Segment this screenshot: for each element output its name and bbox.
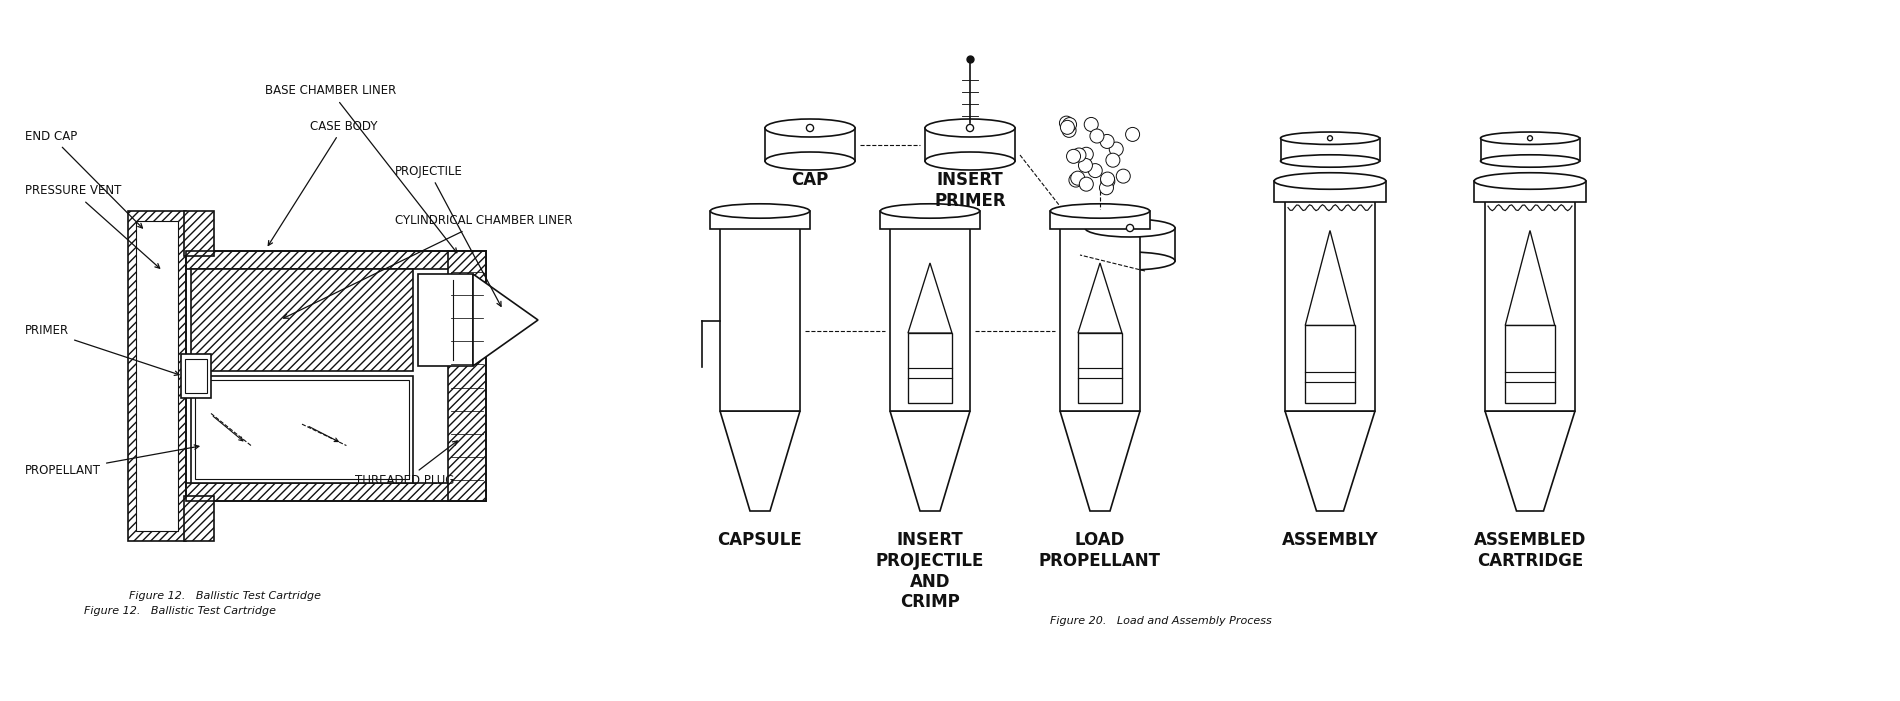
Text: Figure 12.   Ballistic Test Cartridge: Figure 12. Ballistic Test Cartridge bbox=[129, 591, 321, 601]
Circle shape bbox=[967, 124, 973, 132]
Bar bbox=[180, 354, 211, 398]
Circle shape bbox=[1066, 149, 1081, 163]
Circle shape bbox=[1079, 158, 1092, 172]
Circle shape bbox=[1072, 171, 1085, 185]
Ellipse shape bbox=[1474, 172, 1586, 189]
Circle shape bbox=[1125, 128, 1140, 142]
Ellipse shape bbox=[766, 119, 855, 137]
Text: CYLINDRICAL CHAMBER LINER: CYLINDRICAL CHAMBER LINER bbox=[283, 215, 572, 318]
Circle shape bbox=[1079, 177, 1092, 191]
Bar bbox=[1505, 325, 1554, 403]
Text: END CAP: END CAP bbox=[25, 130, 142, 228]
Circle shape bbox=[1089, 163, 1102, 177]
Text: BASE CHAMBER LINER: BASE CHAMBER LINER bbox=[264, 85, 456, 252]
Circle shape bbox=[1085, 118, 1098, 132]
Bar bbox=[1077, 333, 1123, 403]
Text: INSERT
PRIMER: INSERT PRIMER bbox=[935, 171, 1005, 210]
Bar bbox=[1060, 211, 1140, 411]
Ellipse shape bbox=[1281, 132, 1379, 144]
Circle shape bbox=[1106, 154, 1119, 168]
Polygon shape bbox=[1077, 263, 1123, 333]
Bar bbox=[186, 251, 486, 501]
Bar bbox=[711, 211, 809, 229]
Bar bbox=[1305, 325, 1355, 403]
Bar bbox=[1275, 181, 1385, 202]
Circle shape bbox=[1091, 129, 1104, 143]
Text: PRESSURE VENT: PRESSURE VENT bbox=[25, 184, 160, 268]
Bar bbox=[720, 211, 800, 411]
Circle shape bbox=[1100, 172, 1115, 186]
Bar bbox=[908, 333, 952, 403]
Circle shape bbox=[1100, 181, 1113, 195]
Circle shape bbox=[1062, 118, 1077, 132]
Bar bbox=[184, 359, 207, 393]
Text: LOAD
PROPELLANT: LOAD PROPELLANT bbox=[1039, 531, 1161, 570]
Bar bbox=[184, 211, 215, 256]
Ellipse shape bbox=[1480, 132, 1579, 144]
Circle shape bbox=[1072, 148, 1087, 162]
Circle shape bbox=[1127, 224, 1134, 231]
Text: CAP: CAP bbox=[792, 171, 828, 189]
Text: PROJECTILE: PROJECTILE bbox=[395, 165, 502, 306]
Circle shape bbox=[1070, 173, 1083, 187]
Circle shape bbox=[1100, 135, 1113, 149]
Polygon shape bbox=[418, 274, 473, 366]
Polygon shape bbox=[1505, 231, 1554, 325]
Bar bbox=[186, 483, 486, 501]
Circle shape bbox=[806, 124, 813, 132]
Bar bbox=[1474, 181, 1586, 202]
Ellipse shape bbox=[1085, 252, 1174, 270]
Polygon shape bbox=[1305, 231, 1355, 325]
Circle shape bbox=[1328, 136, 1332, 141]
Text: ASSEMBLY: ASSEMBLY bbox=[1282, 531, 1377, 549]
Text: PRIMER: PRIMER bbox=[25, 325, 179, 376]
Ellipse shape bbox=[925, 119, 1015, 137]
Ellipse shape bbox=[1281, 155, 1379, 168]
Bar bbox=[186, 251, 486, 269]
Bar bbox=[880, 211, 980, 229]
Bar bbox=[1051, 211, 1150, 229]
Circle shape bbox=[1110, 142, 1123, 156]
Circle shape bbox=[1079, 147, 1092, 161]
Ellipse shape bbox=[711, 204, 809, 218]
Bar bbox=[1284, 181, 1376, 411]
Polygon shape bbox=[473, 274, 538, 366]
Text: CAPSULE: CAPSULE bbox=[718, 531, 802, 549]
Polygon shape bbox=[1284, 411, 1376, 511]
Text: ASSEMBLED
CARTRIDGE: ASSEMBLED CARTRIDGE bbox=[1474, 531, 1586, 570]
Polygon shape bbox=[1060, 411, 1140, 511]
Ellipse shape bbox=[1051, 204, 1150, 218]
Circle shape bbox=[1062, 123, 1075, 137]
Bar bbox=[1486, 181, 1575, 411]
Circle shape bbox=[1528, 136, 1533, 141]
Text: CASE BODY: CASE BODY bbox=[268, 119, 378, 245]
Ellipse shape bbox=[1275, 172, 1385, 189]
Text: PROPELLANT: PROPELLANT bbox=[25, 445, 199, 477]
Polygon shape bbox=[1486, 411, 1575, 511]
Bar bbox=[137, 221, 179, 531]
Ellipse shape bbox=[1085, 219, 1174, 237]
Circle shape bbox=[1117, 169, 1130, 183]
Circle shape bbox=[1060, 121, 1073, 135]
Text: Figure 20.   Load and Assembly Process: Figure 20. Load and Assembly Process bbox=[1051, 616, 1271, 626]
Ellipse shape bbox=[766, 152, 855, 170]
Polygon shape bbox=[889, 411, 971, 511]
Ellipse shape bbox=[925, 152, 1015, 170]
Bar bbox=[127, 211, 186, 541]
Circle shape bbox=[1100, 175, 1115, 189]
Bar bbox=[192, 269, 412, 371]
Bar bbox=[184, 496, 215, 541]
Bar bbox=[448, 251, 486, 501]
Text: Figure 12.   Ballistic Test Cartridge: Figure 12. Ballistic Test Cartridge bbox=[84, 606, 276, 616]
Text: INSERT
PROJECTILE
AND
CRIMP: INSERT PROJECTILE AND CRIMP bbox=[876, 531, 984, 611]
Circle shape bbox=[1060, 116, 1073, 130]
Bar bbox=[196, 380, 408, 479]
Ellipse shape bbox=[880, 204, 980, 218]
Bar bbox=[192, 376, 412, 483]
Text: THREADED PLUG: THREADED PLUG bbox=[355, 441, 458, 487]
Polygon shape bbox=[908, 263, 952, 333]
Bar bbox=[889, 211, 971, 411]
Polygon shape bbox=[720, 411, 800, 511]
Ellipse shape bbox=[1480, 155, 1579, 168]
